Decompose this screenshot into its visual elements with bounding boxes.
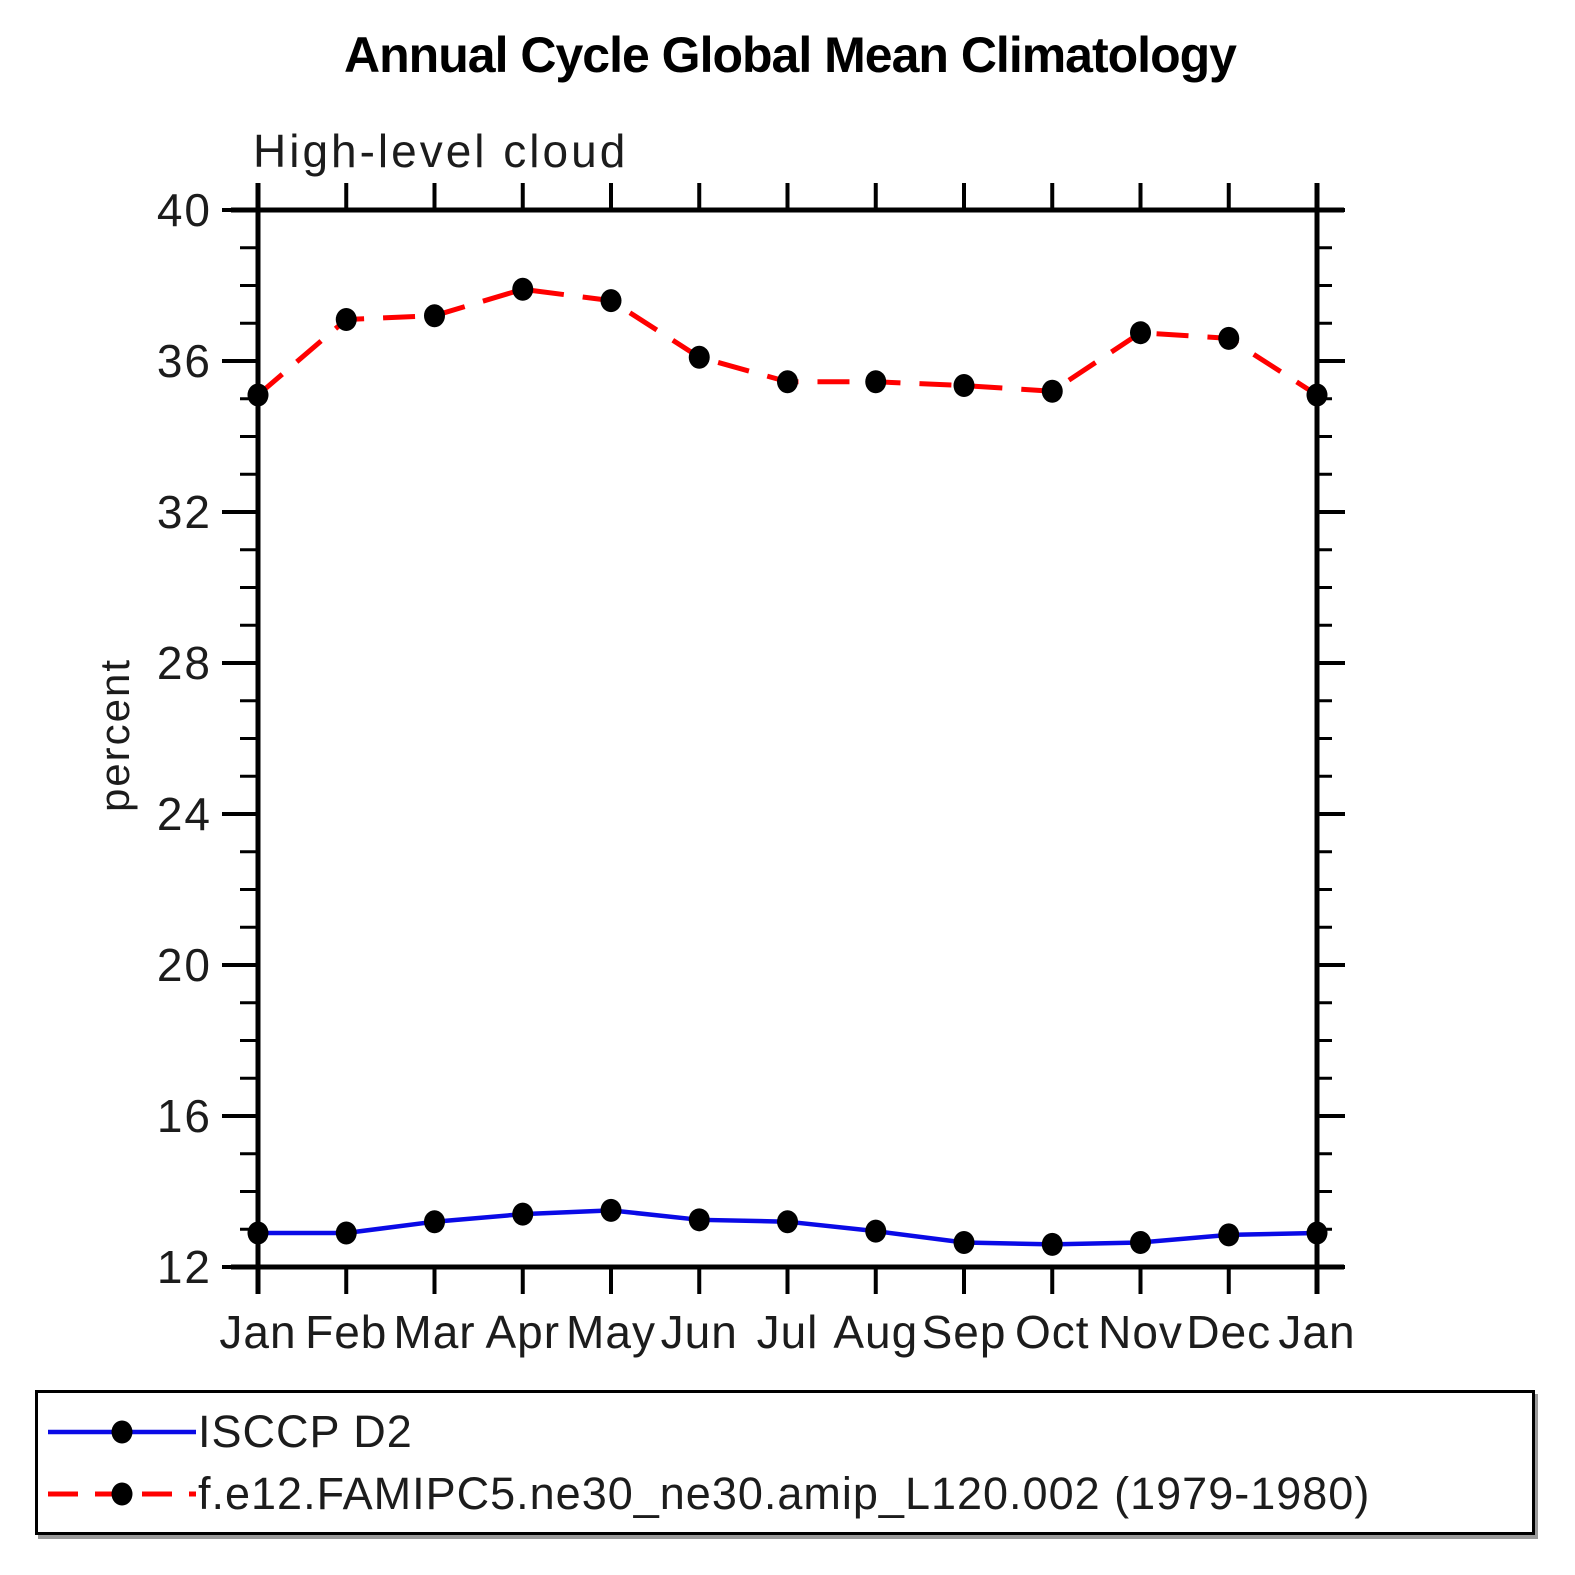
x-tick-label: Dec — [1186, 1306, 1271, 1358]
data-point-marker — [424, 1210, 445, 1234]
x-tick-labels: Jan Feb Mar Apr May Jun Jul Aug Sep Oct Nov Dec Jan — [219, 1306, 1355, 1358]
x-tick-label: May — [566, 1306, 656, 1358]
data-point-marker — [953, 374, 975, 398]
data-point-marker — [777, 370, 798, 394]
data-point-marker — [600, 1198, 622, 1222]
legend-label-model: f.e12.FAMIPC5.ne30_ne30.amip_L120.002 (1… — [198, 1468, 1371, 1519]
legend-label-isccp: ISCCP D2 — [198, 1406, 413, 1457]
y-tick-label: 20 — [157, 939, 212, 991]
y-tick-label: 36 — [157, 335, 212, 387]
axes — [231, 183, 1344, 1294]
x-tick-label: Nov — [1098, 1306, 1183, 1358]
legend-row-model: f.e12.FAMIPC5.ne30_ne30.amip_L120.002 (1… — [46, 1470, 1532, 1518]
series-isccp — [247, 1198, 1328, 1256]
x-tick-label: Jun — [661, 1306, 738, 1358]
data-point-marker — [512, 277, 534, 301]
data-point-marker — [865, 1219, 887, 1243]
data-point-marker — [1306, 1221, 1328, 1245]
data-point-marker — [1306, 383, 1328, 407]
data-point-marker — [1041, 379, 1063, 403]
y-tick-label: 28 — [157, 637, 212, 689]
x-tick-label: Sep — [922, 1306, 1007, 1358]
chart-subtitle: High-level cloud — [253, 125, 629, 177]
axis-ticks — [222, 183, 1345, 1294]
data-point-marker — [777, 1210, 798, 1234]
data-point-marker — [688, 1208, 710, 1232]
data-point-marker — [1130, 1230, 1151, 1254]
legend-sample-solid-line-icon — [48, 1420, 196, 1443]
legend-sample-dashed-line-icon — [48, 1482, 196, 1505]
legend-box: ISCCP D2 f.e12.FAMIPC5.ne30_ne30.amip_L1… — [35, 1390, 1535, 1535]
x-tick-label: Feb — [305, 1306, 387, 1358]
data-point-marker — [600, 289, 622, 313]
y-tick-labels: 12 16 20 24 28 32 36 40 — [157, 184, 212, 1293]
data-point-marker — [1130, 321, 1151, 345]
chart-title: Annual Cycle Global Mean Climatology — [344, 27, 1237, 83]
data-point-marker — [1041, 1232, 1063, 1256]
data-point-marker — [953, 1230, 975, 1254]
y-tick-label: 40 — [157, 184, 212, 236]
data-point-marker — [865, 370, 887, 394]
y-tick-label: 12 — [157, 1241, 212, 1293]
series-model — [247, 277, 1328, 407]
x-tick-label: Apr — [485, 1306, 560, 1358]
y-tick-label: 24 — [157, 788, 212, 840]
data-point-marker — [688, 345, 710, 369]
data-point-marker — [424, 304, 445, 328]
data-point-marker — [335, 307, 357, 331]
x-tick-label: Jul — [757, 1306, 819, 1358]
data-point-marker — [512, 1202, 534, 1226]
x-tick-label: Oct — [1015, 1306, 1090, 1358]
data-point-marker — [1218, 1223, 1240, 1247]
x-tick-label: Jan — [1278, 1306, 1355, 1358]
data-point-marker — [247, 383, 269, 407]
y-tick-label: 16 — [157, 1090, 212, 1142]
x-tick-label: Aug — [833, 1306, 918, 1358]
y-tick-label: 32 — [157, 486, 212, 538]
data-point-marker — [247, 1221, 269, 1245]
x-tick-label: Mar — [393, 1306, 475, 1358]
x-tick-label: Jan — [219, 1306, 296, 1358]
legend-row-isccp: ISCCP D2 — [46, 1408, 1532, 1456]
data-point-marker — [335, 1221, 357, 1245]
data-point-marker — [1218, 326, 1240, 350]
